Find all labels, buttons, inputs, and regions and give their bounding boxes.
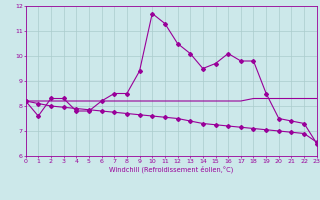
X-axis label: Windchill (Refroidissement éolien,°C): Windchill (Refroidissement éolien,°C)	[109, 165, 233, 173]
